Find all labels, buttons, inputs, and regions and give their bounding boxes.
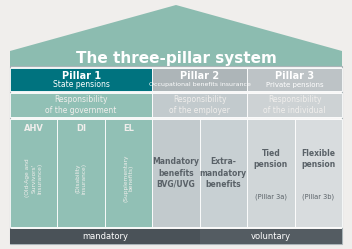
- Bar: [200, 229, 342, 244]
- Bar: [152, 68, 247, 91]
- Bar: [247, 119, 295, 227]
- Text: AHV: AHV: [24, 124, 44, 132]
- Bar: [247, 68, 342, 91]
- Bar: [105, 119, 152, 227]
- Text: Responsibility
of the individual: Responsibility of the individual: [263, 95, 326, 115]
- Text: Responsibility
of the government: Responsibility of the government: [45, 95, 117, 115]
- Text: Tied
pension: Tied pension: [254, 149, 288, 169]
- Text: (Disability
insurance): (Disability insurance): [76, 162, 87, 193]
- Bar: [10, 51, 342, 66]
- Bar: [10, 68, 152, 91]
- Bar: [152, 119, 200, 227]
- Text: mandatory: mandatory: [82, 232, 128, 241]
- Text: Occupational benefits insurance: Occupational benefits insurance: [149, 82, 251, 87]
- Text: Mandatory
benefits
BVG/UVG: Mandatory benefits BVG/UVG: [152, 157, 200, 188]
- Text: Flexible
pension: Flexible pension: [301, 149, 335, 169]
- Text: Pillar 1: Pillar 1: [62, 71, 101, 81]
- Text: Responsibility
of the employer: Responsibility of the employer: [169, 95, 230, 115]
- Bar: [295, 119, 342, 227]
- Text: Pillar 3: Pillar 3: [275, 71, 314, 81]
- Bar: [10, 119, 57, 227]
- Bar: [57, 119, 105, 227]
- Polygon shape: [10, 5, 342, 51]
- Text: voluntary: voluntary: [251, 232, 291, 241]
- Text: (Supplementary
benefits): (Supplementary benefits): [123, 154, 134, 202]
- Text: The three-pillar system: The three-pillar system: [76, 51, 276, 66]
- Text: (Pillar 3b): (Pillar 3b): [302, 193, 334, 200]
- Text: Extra-
mandatory
benefits: Extra- mandatory benefits: [200, 157, 247, 188]
- Bar: [10, 229, 200, 244]
- Text: DI: DI: [76, 124, 86, 132]
- Bar: [10, 93, 152, 117]
- Text: Pillar 2: Pillar 2: [180, 71, 219, 81]
- Bar: [10, 66, 342, 244]
- Text: (Old-Age and
Survivors'
Insurance): (Old-Age and Survivors' Insurance): [25, 159, 42, 197]
- Bar: [247, 93, 342, 117]
- Bar: [200, 119, 247, 227]
- Bar: [10, 66, 342, 68]
- Text: Private pensions: Private pensions: [266, 82, 323, 88]
- Bar: [152, 93, 247, 117]
- Text: State pensions: State pensions: [53, 80, 109, 89]
- Text: (Pillar 3a): (Pillar 3a): [255, 193, 287, 200]
- Text: EL: EL: [123, 124, 134, 132]
